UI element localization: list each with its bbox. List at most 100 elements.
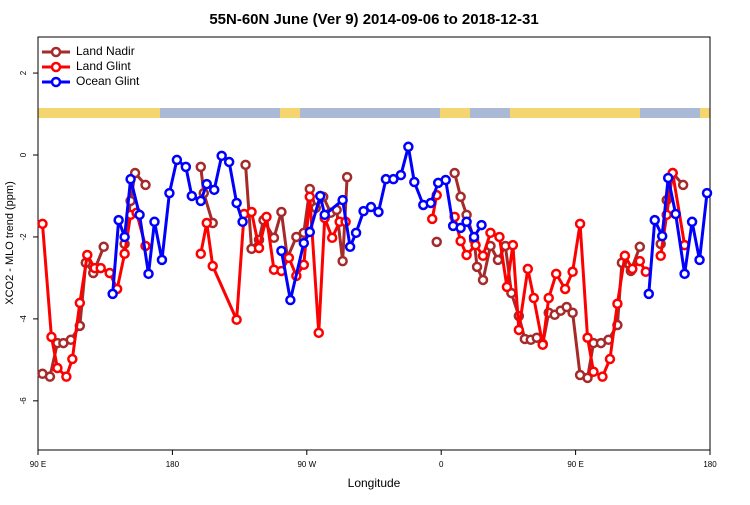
- data-point: [640, 266, 652, 278]
- data-point: [425, 197, 436, 209]
- data-point: [180, 161, 192, 173]
- data-point: [113, 214, 124, 226]
- data-point: [44, 371, 56, 382]
- data-point: [582, 332, 593, 343]
- legend-marker: [50, 61, 62, 73]
- x-tick-label: 180: [166, 460, 180, 469]
- data-point: [476, 219, 487, 231]
- data-point: [643, 288, 655, 300]
- data-point: [513, 324, 525, 336]
- data-point: [403, 141, 414, 153]
- data-point: [686, 216, 698, 228]
- data-point: [494, 231, 505, 243]
- data-point: [634, 241, 646, 253]
- data-point: [314, 190, 326, 202]
- data-point: [574, 218, 586, 230]
- data-point: [449, 167, 460, 179]
- data-point: [337, 255, 348, 267]
- data-point: [612, 298, 623, 309]
- data-point: [350, 227, 362, 239]
- data-point: [201, 178, 212, 190]
- data-point: [319, 209, 330, 221]
- data-point: [125, 173, 136, 185]
- data-point: [195, 195, 207, 207]
- data-point: [522, 263, 534, 275]
- data-point: [74, 297, 86, 309]
- data-point: [597, 371, 608, 382]
- data-point: [679, 268, 690, 280]
- land-ocean-band: [38, 108, 710, 118]
- data-point: [471, 261, 483, 273]
- data-point: [326, 232, 338, 244]
- data-point: [440, 174, 451, 186]
- data-point: [201, 217, 212, 229]
- data-point: [537, 339, 548, 350]
- data-point: [195, 248, 207, 259]
- y-tick-label: -6: [19, 397, 28, 405]
- data-point: [98, 241, 109, 253]
- data-point: [543, 292, 554, 304]
- data-point: [298, 237, 310, 249]
- x-tick-label: 90 E: [567, 460, 583, 469]
- chart-title: 55N-60N June (Ver 9) 2014-09-06 to 2018-…: [209, 11, 538, 28]
- data-point: [341, 171, 353, 183]
- data-point: [149, 216, 160, 228]
- data-point: [365, 201, 377, 213]
- data-point: [455, 191, 466, 203]
- data-point: [395, 169, 407, 181]
- data-point: [550, 268, 562, 280]
- data-point: [431, 236, 442, 248]
- data-point: [373, 206, 384, 218]
- data-point: [337, 194, 348, 206]
- data-point: [291, 231, 302, 243]
- data-point: [95, 262, 106, 274]
- data-point: [455, 235, 466, 247]
- data-point: [261, 211, 272, 223]
- data-point: [409, 176, 420, 188]
- data-point: [119, 248, 130, 259]
- data-point: [171, 154, 183, 166]
- data-point: [82, 249, 93, 261]
- x-tick-label: 0: [439, 460, 444, 469]
- data-point: [156, 254, 168, 266]
- data-point: [61, 371, 72, 382]
- data-point: [507, 239, 519, 251]
- y-axis-label: XCO2 - MLO trend (ppm): [4, 181, 16, 304]
- data-point: [231, 197, 242, 209]
- y-tick-label: -2: [19, 233, 28, 241]
- data-point: [468, 231, 480, 243]
- legend-marker: [50, 46, 62, 58]
- data-point: [285, 294, 296, 306]
- data-point: [655, 250, 666, 262]
- legend-marker: [50, 76, 62, 88]
- data-point: [501, 281, 513, 293]
- data-point: [477, 250, 489, 262]
- data-point: [619, 250, 631, 262]
- data-point: [283, 252, 295, 264]
- data-point: [186, 190, 198, 202]
- data-point: [240, 159, 251, 171]
- data-point: [207, 260, 218, 272]
- data-point: [627, 263, 638, 275]
- data-point: [231, 314, 242, 325]
- data-point: [567, 266, 578, 278]
- y-tick-label: 0: [19, 152, 28, 157]
- plot-frame: [37, 36, 711, 451]
- data-point: [344, 241, 356, 253]
- x-tick-label: 180: [703, 460, 717, 469]
- data-point: [485, 227, 496, 239]
- data-point: [388, 173, 399, 185]
- x-tick-label: 90 E: [30, 460, 46, 469]
- data-point: [649, 214, 660, 226]
- data-point: [37, 218, 48, 230]
- data-point: [455, 222, 466, 234]
- data-point: [46, 331, 57, 343]
- data-point: [461, 216, 472, 228]
- data-point: [670, 208, 681, 220]
- x-tick-label: 90 W: [297, 460, 316, 469]
- data-point: [677, 179, 689, 191]
- data-point: [119, 231, 130, 243]
- data-point: [104, 267, 115, 279]
- data-point: [237, 216, 248, 228]
